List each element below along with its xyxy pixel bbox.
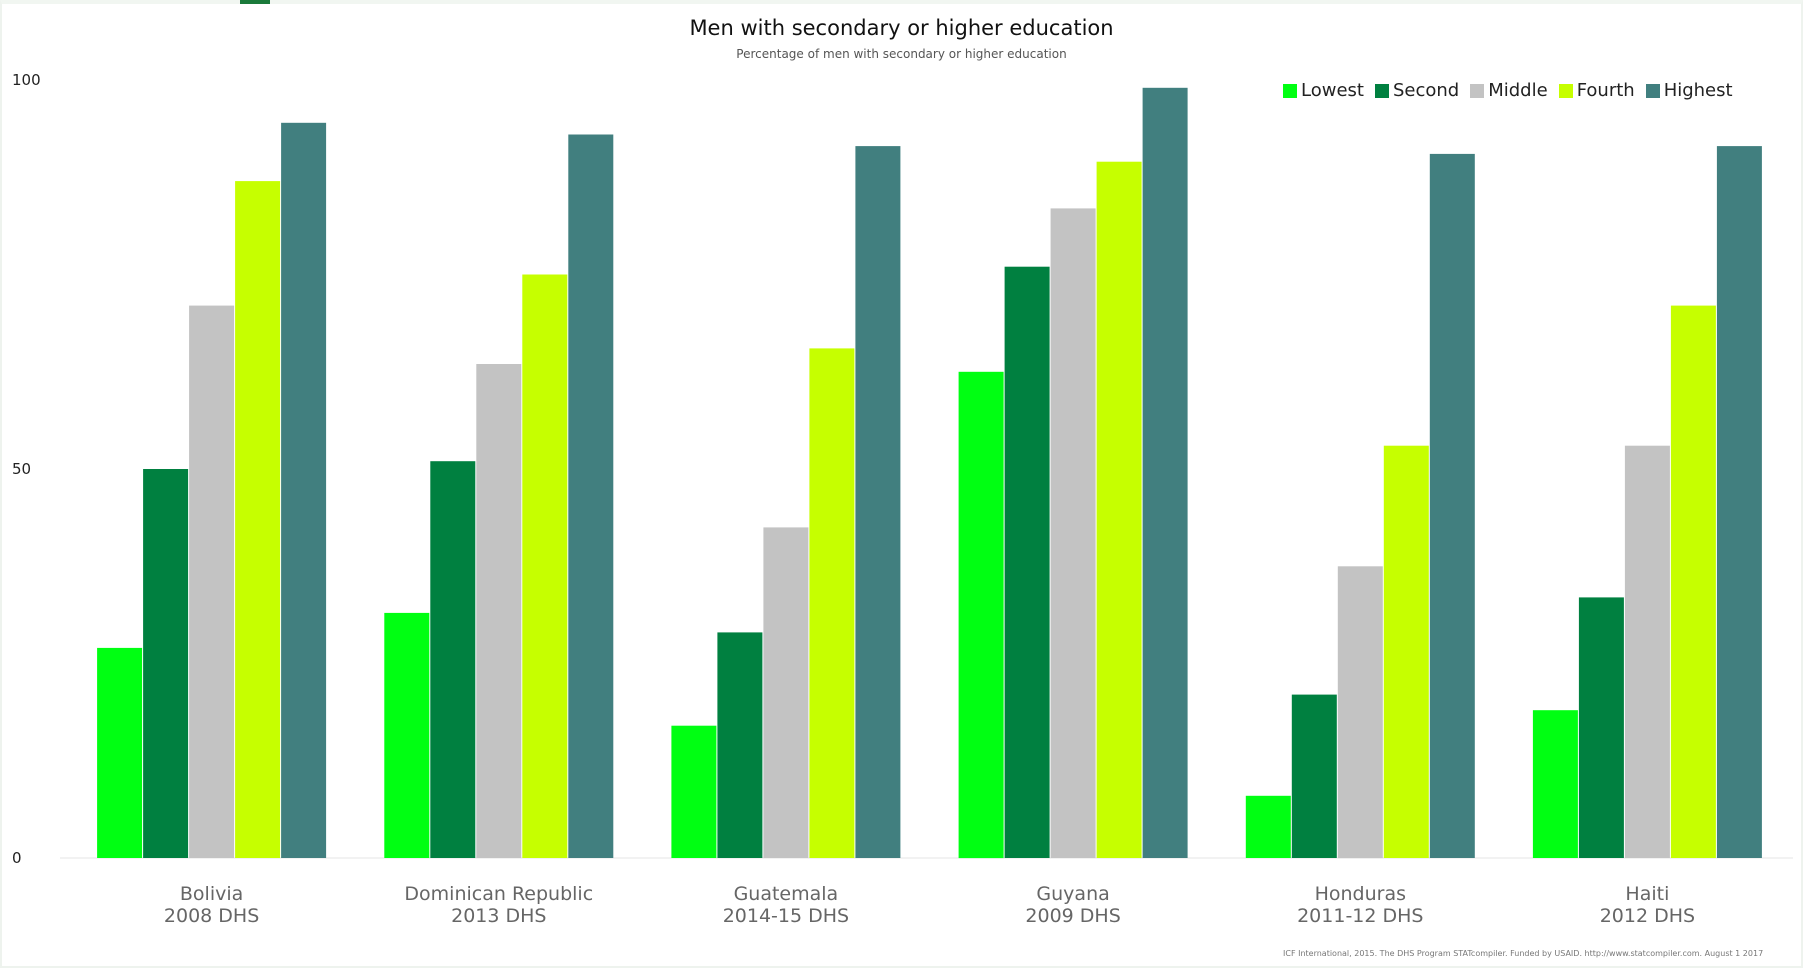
bar-middle bbox=[1050, 208, 1096, 858]
bar-lowest bbox=[384, 612, 430, 858]
category-label: Bolivia bbox=[180, 883, 243, 905]
category-survey-label: 2008 DHS bbox=[164, 905, 259, 927]
bar-middle bbox=[1337, 566, 1383, 859]
category-survey-label: 2013 DHS bbox=[451, 905, 546, 927]
bar-middle bbox=[763, 527, 809, 858]
bar-group bbox=[97, 122, 327, 859]
legend-item: Second bbox=[1374, 80, 1460, 101]
bar-highest bbox=[1142, 87, 1188, 859]
bar-highest bbox=[1716, 146, 1762, 859]
bar-fourth bbox=[1383, 445, 1429, 858]
legend-swatch bbox=[1470, 83, 1485, 98]
legend-label: Second bbox=[1392, 80, 1460, 101]
bar-second bbox=[1004, 266, 1050, 858]
chart-title: Men with secondary or higher education bbox=[689, 16, 1114, 40]
bar-fourth bbox=[1670, 305, 1716, 859]
chart-legend: Lowest Second Middle Fourth Highest bbox=[1283, 80, 1744, 101]
bar-second bbox=[430, 461, 476, 858]
legend-swatch bbox=[1558, 83, 1573, 98]
legend-swatch bbox=[1283, 83, 1297, 98]
category-label: Haiti bbox=[1625, 883, 1669, 905]
bar-middle bbox=[1624, 445, 1670, 858]
legend-swatch bbox=[1645, 83, 1660, 98]
legend-item: Lowest bbox=[1283, 80, 1364, 101]
bar-lowest bbox=[958, 371, 1004, 859]
category-label: Dominican Republic bbox=[404, 883, 593, 905]
legend-item: Highest bbox=[1645, 80, 1733, 101]
category-label: Guyana bbox=[1036, 883, 1109, 905]
bar-second bbox=[1578, 597, 1624, 858]
bar-fourth bbox=[1096, 161, 1142, 858]
bar-highest bbox=[568, 134, 614, 858]
bar-second bbox=[717, 632, 763, 858]
bar-second bbox=[143, 469, 189, 858]
bar-fourth bbox=[809, 348, 855, 858]
legend-label: Highest bbox=[1663, 80, 1733, 101]
bar-fourth bbox=[235, 181, 281, 859]
bar-lowest bbox=[671, 725, 717, 858]
category-label: Honduras bbox=[1315, 883, 1406, 905]
source-note: ICF International, 2015. The DHS Program… bbox=[1283, 949, 1764, 958]
bar-highest bbox=[855, 146, 901, 859]
bar-group bbox=[958, 87, 1188, 859]
bar-group bbox=[671, 146, 901, 859]
y-tick-label: 0 bbox=[12, 849, 22, 867]
cropped-heading-fragment bbox=[240, 0, 270, 4]
bar-lowest bbox=[1532, 710, 1578, 858]
legend-label: Middle bbox=[1488, 80, 1548, 101]
legend-item: Fourth bbox=[1558, 80, 1635, 101]
bar-middle bbox=[189, 305, 235, 859]
y-tick-label: 100 bbox=[12, 71, 41, 89]
bar-fourth bbox=[522, 274, 568, 858]
legend-label: Lowest bbox=[1301, 80, 1364, 101]
bar-lowest bbox=[1245, 795, 1291, 858]
chart-subtitle: Percentage of men with secondary or high… bbox=[736, 47, 1067, 61]
bar-second bbox=[1291, 694, 1337, 858]
category-survey-label: 2011-12 DHS bbox=[1297, 905, 1423, 927]
bar-group bbox=[1245, 153, 1475, 859]
bar-group bbox=[384, 134, 614, 858]
y-tick-label: 50 bbox=[12, 460, 31, 478]
category-survey-label: 2014-15 DHS bbox=[723, 905, 849, 927]
bar-group bbox=[1532, 146, 1762, 859]
bar-lowest bbox=[97, 647, 143, 858]
legend-item: Middle bbox=[1470, 80, 1548, 101]
bar-middle bbox=[476, 364, 522, 858]
category-survey-label: 2012 DHS bbox=[1600, 905, 1695, 927]
legend-label: Fourth bbox=[1576, 80, 1635, 101]
legend-swatch bbox=[1374, 83, 1389, 98]
category-survey-label: 2009 DHS bbox=[1025, 905, 1120, 927]
bar-highest bbox=[1429, 153, 1475, 858]
bar-highest bbox=[281, 122, 327, 859]
category-label: Guatemala bbox=[734, 883, 839, 905]
